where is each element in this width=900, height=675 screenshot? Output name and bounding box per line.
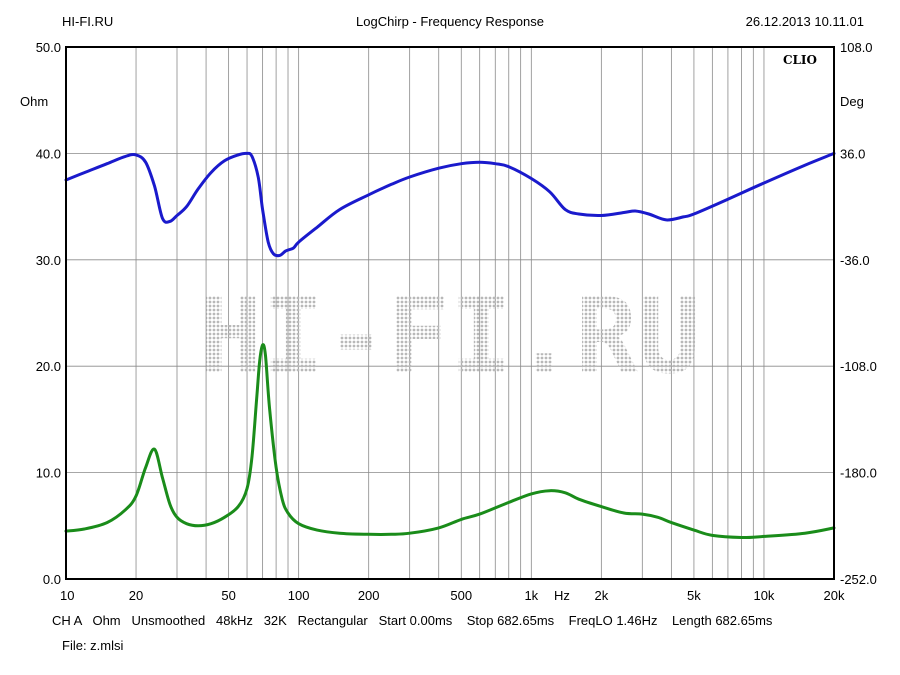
clio-brand-label: CLIO [783, 53, 817, 67]
y-right-tick-label: -108.0 [840, 359, 877, 374]
header-timestamp: 26.12.2013 10.11.01 [745, 14, 864, 29]
measurement-settings: CH A Ohm Unsmoothed 48kHz 32K Rectangula… [52, 613, 773, 628]
x-tick-label: 5k [687, 588, 701, 603]
grid [66, 47, 834, 579]
x-tick-label: 10 [60, 588, 74, 603]
x-tick-label: 2k [594, 588, 608, 603]
y-axis-left-label: Ohm [20, 94, 48, 109]
x-tick-label: 1k [524, 588, 538, 603]
tick-labels: 0.0 10.0 20.0 30.0 40.0 50.0 -252.0 -180.0 -108.… [36, 40, 877, 603]
x-tick-label: 20 [129, 588, 143, 603]
y-right-tick-label: -36.0 [840, 253, 870, 268]
y-right-tick-label: 108.0 [840, 40, 873, 55]
file-name: File: z.mlsi [62, 638, 124, 653]
x-tick-label: 100 [288, 588, 310, 603]
x-tick-label: 20k [824, 588, 845, 603]
phase-curve [64, 151, 836, 258]
x-axis-label: Hz [554, 588, 570, 603]
x-tick-label: 500 [450, 588, 472, 603]
plot-frame [65, 46, 835, 580]
watermark: HI-FI.RU [200, 275, 701, 397]
watermark-text: HI-FI.RU [200, 275, 701, 397]
plot-border [65, 46, 835, 580]
header-site: HI-FI.RU [62, 14, 114, 29]
y-right-tick-label: 36.0 [840, 146, 865, 161]
chart-title: LogChirp - Frequency Response [356, 14, 544, 29]
y-right-tick-label: -252.0 [840, 572, 877, 587]
y-left-tick-label: 40.0 [36, 146, 61, 161]
y-right-tick-label: -180.0 [840, 466, 877, 481]
y-axis-right-label: Deg [840, 94, 864, 109]
x-tick-label: 200 [358, 588, 380, 603]
series-layer [64, 151, 836, 540]
y-left-tick-label: 50.0 [36, 40, 61, 55]
x-tick-label: 50 [221, 588, 235, 603]
y-left-tick-label: 30.0 [36, 253, 61, 268]
y-left-tick-label: 20.0 [36, 359, 61, 374]
y-left-tick-label: 0.0 [43, 572, 61, 587]
y-left-tick-label: 10.0 [36, 466, 61, 481]
x-tick-label: 10k [753, 588, 774, 603]
impedance-curve [64, 343, 836, 540]
